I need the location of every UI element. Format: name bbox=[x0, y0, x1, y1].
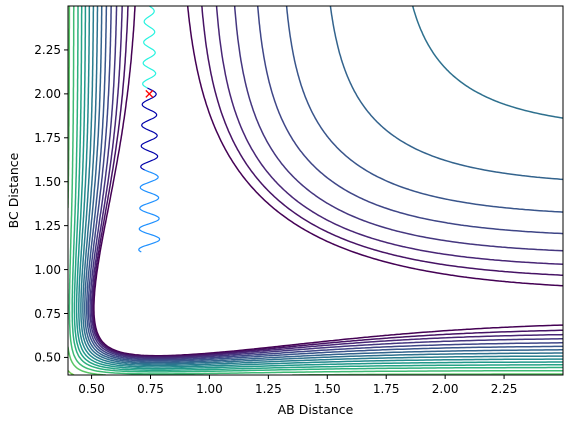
x-tick-label: 1.00 bbox=[196, 382, 223, 396]
x-tick-label: 1.50 bbox=[314, 382, 341, 396]
contour-line bbox=[93, 6, 563, 357]
contour-line bbox=[85, 6, 563, 362]
contour-line bbox=[84, 6, 563, 364]
trajectory-segment bbox=[138, 169, 161, 253]
contour-line bbox=[89, 6, 563, 360]
y-tick-label: 1.25 bbox=[34, 219, 61, 233]
x-tick-label: 1.75 bbox=[373, 382, 400, 396]
plot-frame bbox=[67, 5, 564, 376]
contour-line bbox=[68, 6, 563, 375]
y-tick-label: 2.00 bbox=[34, 87, 61, 101]
y-axis-label: BC Distance bbox=[6, 152, 21, 228]
y-tick-label: 1.75 bbox=[34, 131, 61, 145]
x-tick-label: 2.25 bbox=[491, 382, 518, 396]
trajectory-segment bbox=[142, 6, 157, 89]
x-tick-label: 0.50 bbox=[78, 382, 105, 396]
contour-line bbox=[92, 6, 563, 358]
contour-line bbox=[87, 6, 563, 361]
x-tick-label: 2.00 bbox=[432, 382, 459, 396]
y-tick-label: 0.50 bbox=[34, 351, 61, 365]
x-axis-ticks: 0.50 0.75 1.00 1.25 1.50 1.75 2.00 2.25 bbox=[78, 375, 517, 396]
x-axis-label: AB Distance bbox=[278, 402, 354, 417]
contour-line bbox=[82, 6, 563, 365]
contour-line bbox=[71, 6, 563, 373]
trajectory-path bbox=[138, 6, 161, 253]
contour-line bbox=[80, 6, 563, 367]
x-tick-label: 1.25 bbox=[255, 382, 282, 396]
y-tick-label: 1.00 bbox=[34, 263, 61, 277]
trajectory-segment bbox=[140, 87, 159, 171]
y-tick-label: 2.25 bbox=[34, 43, 61, 57]
start-marker-x bbox=[145, 89, 154, 98]
contour-line bbox=[90, 6, 563, 359]
contour-line bbox=[78, 6, 563, 368]
start-marker bbox=[145, 89, 154, 98]
y-tick-label: 0.75 bbox=[34, 307, 61, 321]
x-tick-label: 0.75 bbox=[137, 382, 164, 396]
contour-line bbox=[75, 6, 563, 370]
y-axis-ticks: 0.50 0.75 1.00 1.25 1.50 1.75 2.00 2.25 bbox=[34, 43, 68, 365]
contour-line bbox=[73, 6, 563, 371]
y-tick-label: 1.50 bbox=[34, 175, 61, 189]
